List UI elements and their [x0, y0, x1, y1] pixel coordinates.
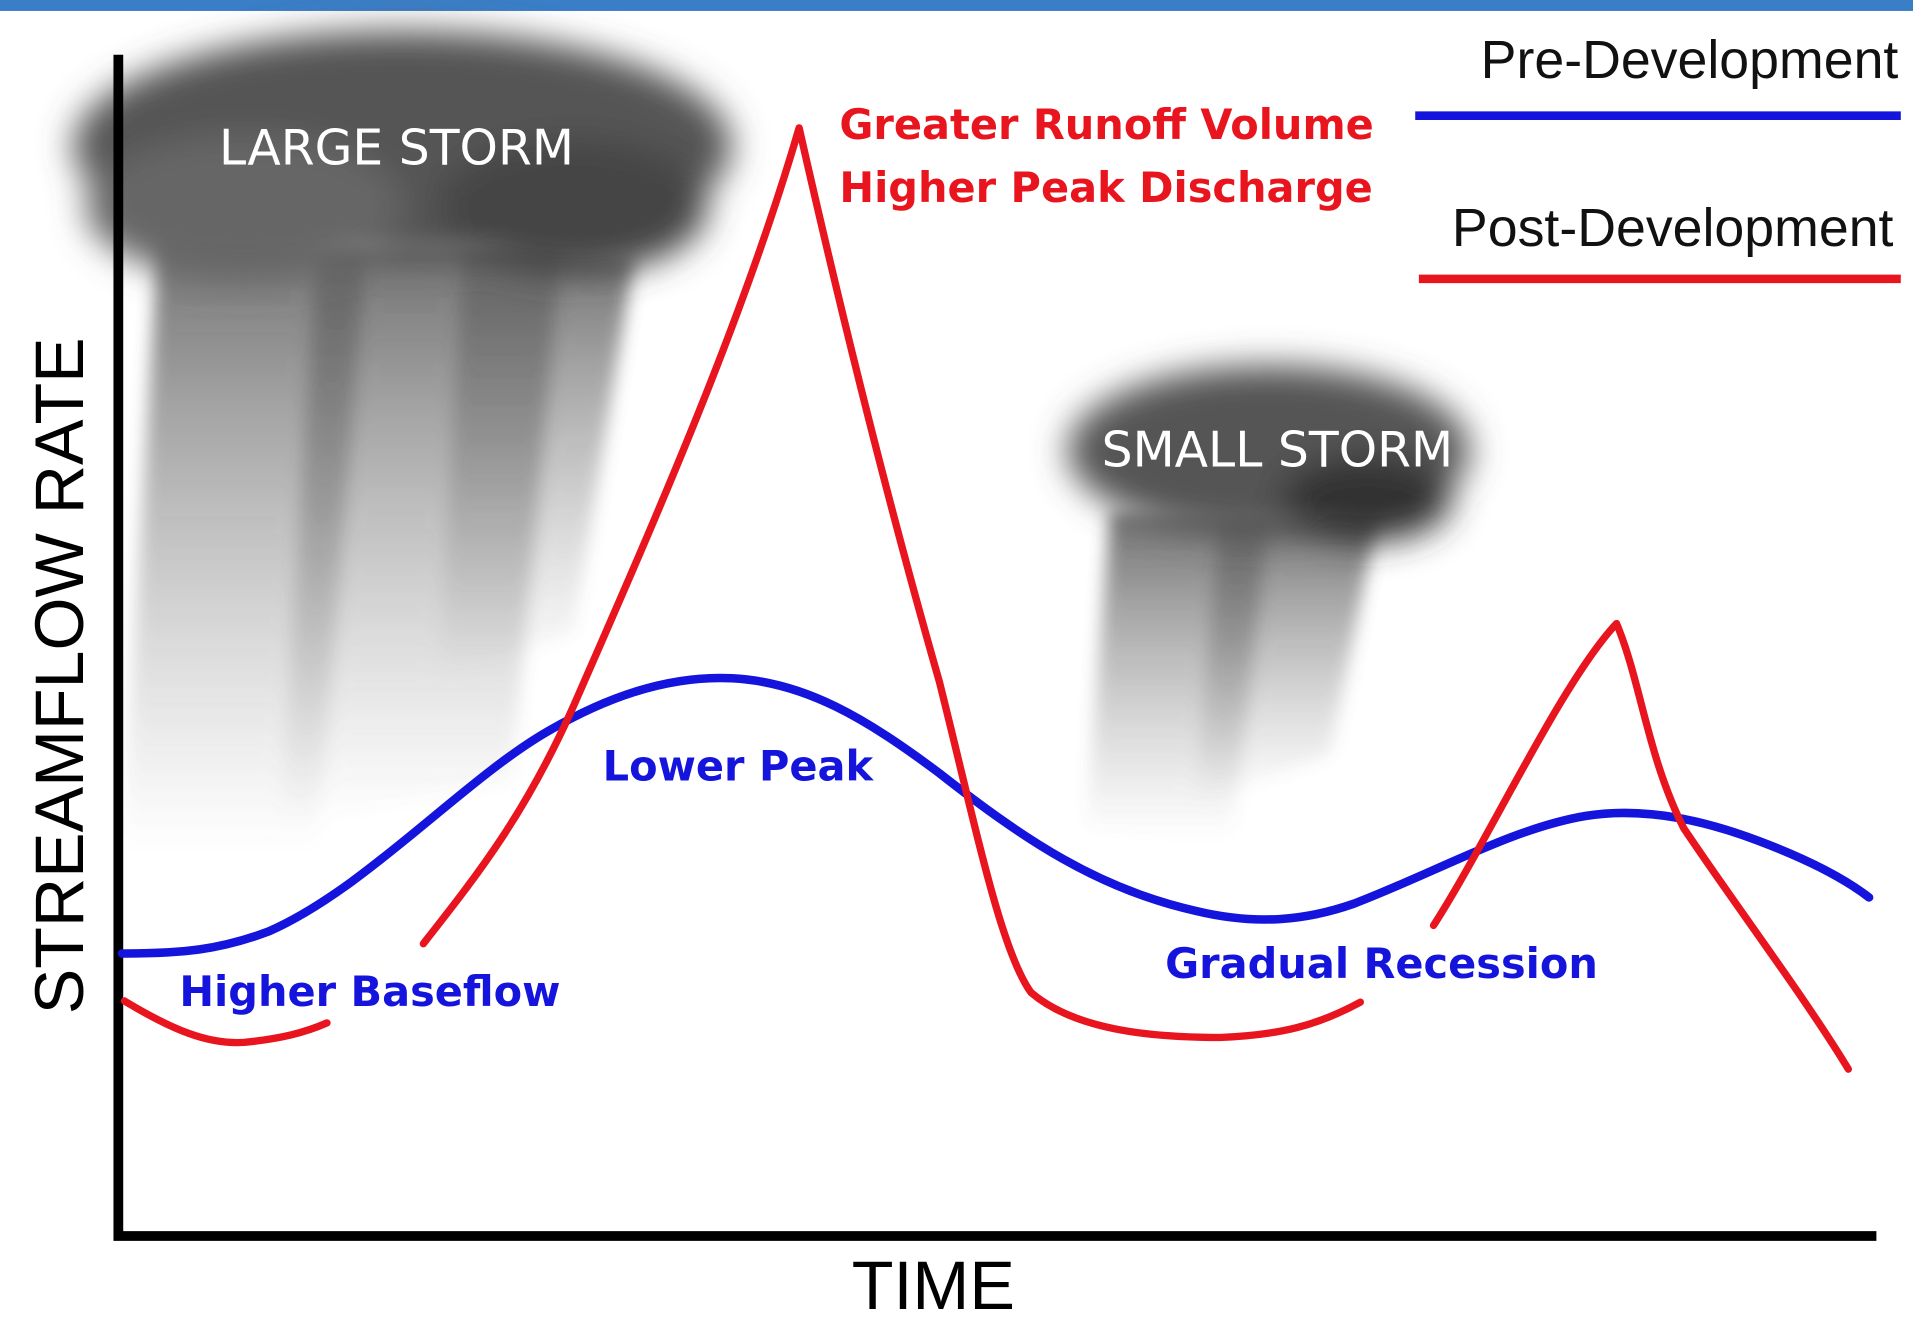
legend-label: Post-Development — [1452, 198, 1894, 258]
hydrograph-diagram: LARGE STORM SMALL STORM STREAMFLOW RATE … — [0, 0, 1913, 1320]
y-axis-label: STREAMFLOW RATE — [22, 337, 98, 1014]
x-axis-label: TIME — [852, 1248, 1015, 1320]
storm-label: LARGE STORM — [219, 120, 574, 176]
top-bar — [0, 0, 1913, 11]
annotation: Lower Peak — [603, 743, 875, 791]
page: {"axes": {"y_label": "STREAMFLOW RATE", … — [0, 0, 1913, 1320]
storm-label: SMALL STORM — [1102, 422, 1454, 478]
annotation: Higher Peak Discharge — [839, 164, 1372, 212]
annotation: Higher Baseflow — [179, 968, 560, 1016]
legend-label: Pre-Development — [1481, 30, 1899, 90]
annotation: Gradual Recession — [1165, 940, 1598, 988]
annotation: Greater Runoff Volume — [839, 101, 1373, 149]
